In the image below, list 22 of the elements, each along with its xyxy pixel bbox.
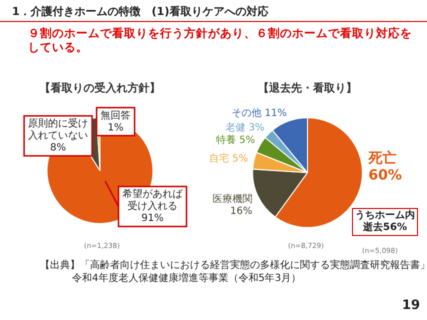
text: 1．介護付きホームの特徴 (1)看取りケアへの対応: [12, 4, 268, 19]
data-label: 60%: [368, 168, 402, 184]
slice-label: 原則的に受け入れていない: [28, 117, 88, 142]
slice-label: 死亡: [367, 150, 396, 167]
slice-label: その他 11%: [231, 107, 287, 120]
slice-label: 無回答: [100, 109, 131, 122]
text: 令和4年度老人保健健康増進等事業（令和5年3月）: [72, 272, 302, 285]
text: ９割のホームで看取りを行う方針があり、６割のホームで看取り対応をしている。: [28, 26, 413, 54]
data-label: 16%: [230, 206, 252, 217]
slice-label: 老健 3%: [225, 122, 264, 134]
text: 【出典】「高齢者向け住まいにおける経営実態の多様化に関する実態調査研究報告書」: [40, 258, 427, 272]
slice-label: 医療機関: [212, 192, 252, 205]
chart-title: 【退去先・看取り】: [258, 81, 357, 94]
data-label: 1%: [108, 122, 124, 134]
chart-title: 【看取りの受入れ方針】: [40, 81, 160, 94]
slice-label: 希望があれば受け入れる: [122, 188, 184, 212]
slice-label: 自宅 5%: [209, 152, 248, 164]
text: うちホーム内逝去56%: [352, 208, 418, 236]
data-label: 91%: [141, 213, 164, 224]
text: 19: [402, 298, 420, 313]
data-label: 8%: [50, 142, 66, 154]
slice-label: 特養 5%: [216, 134, 256, 146]
